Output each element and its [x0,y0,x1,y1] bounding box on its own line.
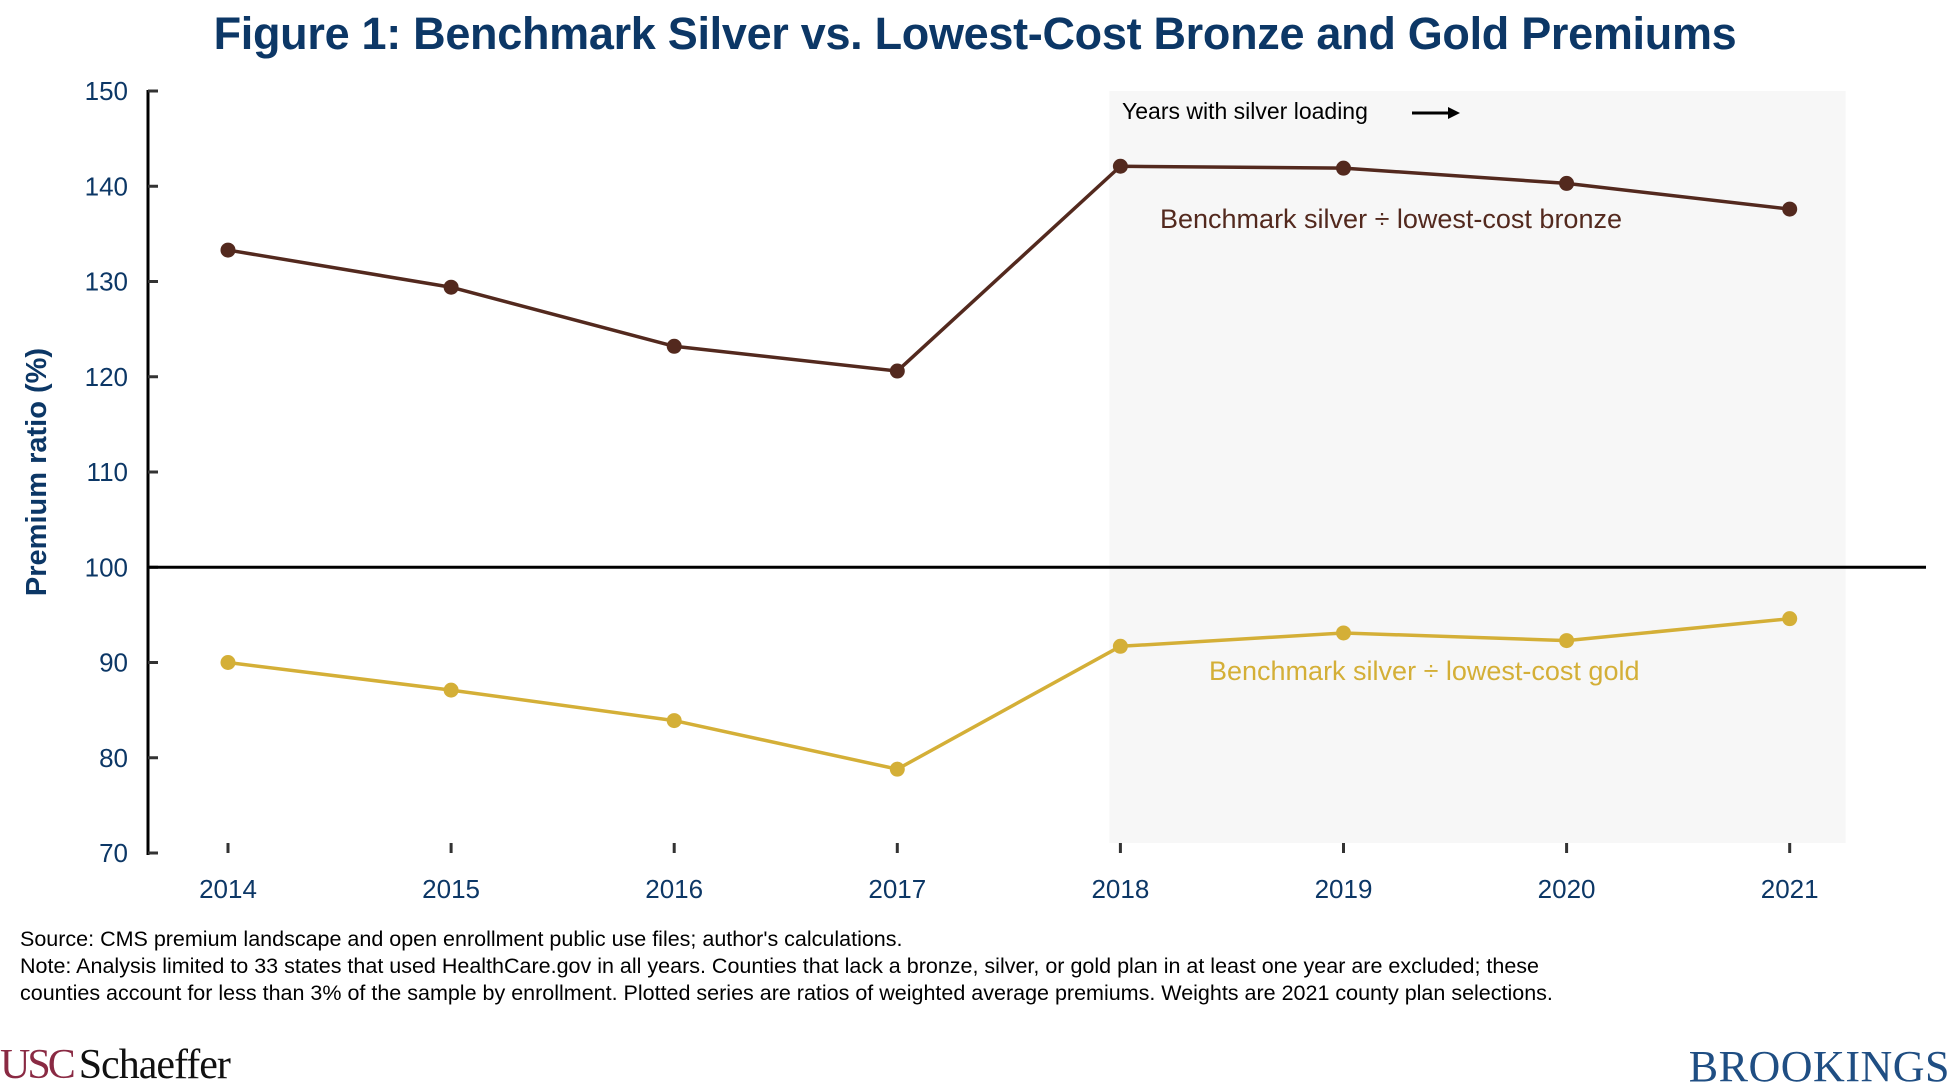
y-tick-label: 110 [87,457,128,487]
y-tick-label: 130 [85,267,128,297]
shaded-region-annotation: Years with silver loading [1122,98,1368,124]
series-label-gold: Benchmark silver ÷ lowest-cost gold [1209,656,1639,686]
x-tick-label: 2014 [199,874,257,904]
y-tick-label: 70 [99,838,128,868]
y-tick-label: 100 [85,552,128,582]
data-point-bronze-2020 [1559,175,1575,191]
analysis-note-line-2: counties account for less than 3% of the… [20,981,1553,1005]
y-tick-label: 140 [85,171,128,201]
x-tick-label: 2017 [868,874,926,904]
line-chart: 70 80 90 100 110 120 130 140 150 2014 2015 2016 2017… [21,76,1926,904]
schaeffer-logo-text: Schaeffer [78,1042,231,1088]
y-tick-label: 90 [99,648,128,678]
x-tick-label: 2018 [1091,874,1149,904]
usc-logo-text: USC [0,1042,76,1088]
data-point-gold-2015 [443,682,459,698]
data-point-gold-2018 [1112,638,1128,654]
data-point-bronze-2015 [443,279,459,295]
data-point-gold-2020 [1559,633,1575,649]
data-point-gold-2021 [1782,611,1798,627]
x-tick-label: 2016 [645,874,703,904]
data-point-bronze-2018 [1112,158,1128,174]
data-point-bronze-2021 [1782,201,1798,217]
x-tick-label: 2015 [422,874,480,904]
data-point-bronze-2016 [666,338,682,354]
data-point-bronze-2017 [889,363,905,379]
analysis-note-line-1: Note: Analysis limited to 33 states that… [20,954,1539,978]
x-tick-label: 2019 [1315,874,1373,904]
source-note: Source: CMS premium landscape and open e… [20,927,903,951]
usc-schaeffer-logo: USC Schaeffer [0,1042,231,1088]
y-tick-label: 80 [99,743,128,773]
data-point-gold-2016 [666,713,682,729]
y-axis-label: Premium ratio (%) [21,348,53,596]
x-tick-label: 2020 [1538,874,1596,904]
series-line-gold [227,616,1790,771]
shaded-region-silver-loading [1109,91,1846,843]
brookings-logo: BROOKINGS [1688,1042,1950,1091]
y-tick-label: 120 [85,362,128,392]
series-line-bronze [227,164,1790,373]
arrow-right-icon [1412,107,1460,119]
chart-title: Figure 1: Benchmark Silver vs. Lowest-Co… [213,8,1737,59]
series-bronze [220,158,1798,379]
y-tick-label: 150 [85,76,128,106]
data-point-bronze-2014 [220,242,236,258]
data-point-bronze-2019 [1336,160,1351,176]
series-label-bronze: Benchmark silver ÷ lowest-cost bronze [1160,204,1622,234]
chart-footer: Source: CMS premium landscape and open e… [20,926,1940,1007]
x-tick-label: 2021 [1761,874,1819,904]
series-gold [220,611,1798,777]
data-point-gold-2017 [889,761,905,777]
data-point-gold-2019 [1336,625,1351,641]
data-point-gold-2014 [220,655,236,670]
